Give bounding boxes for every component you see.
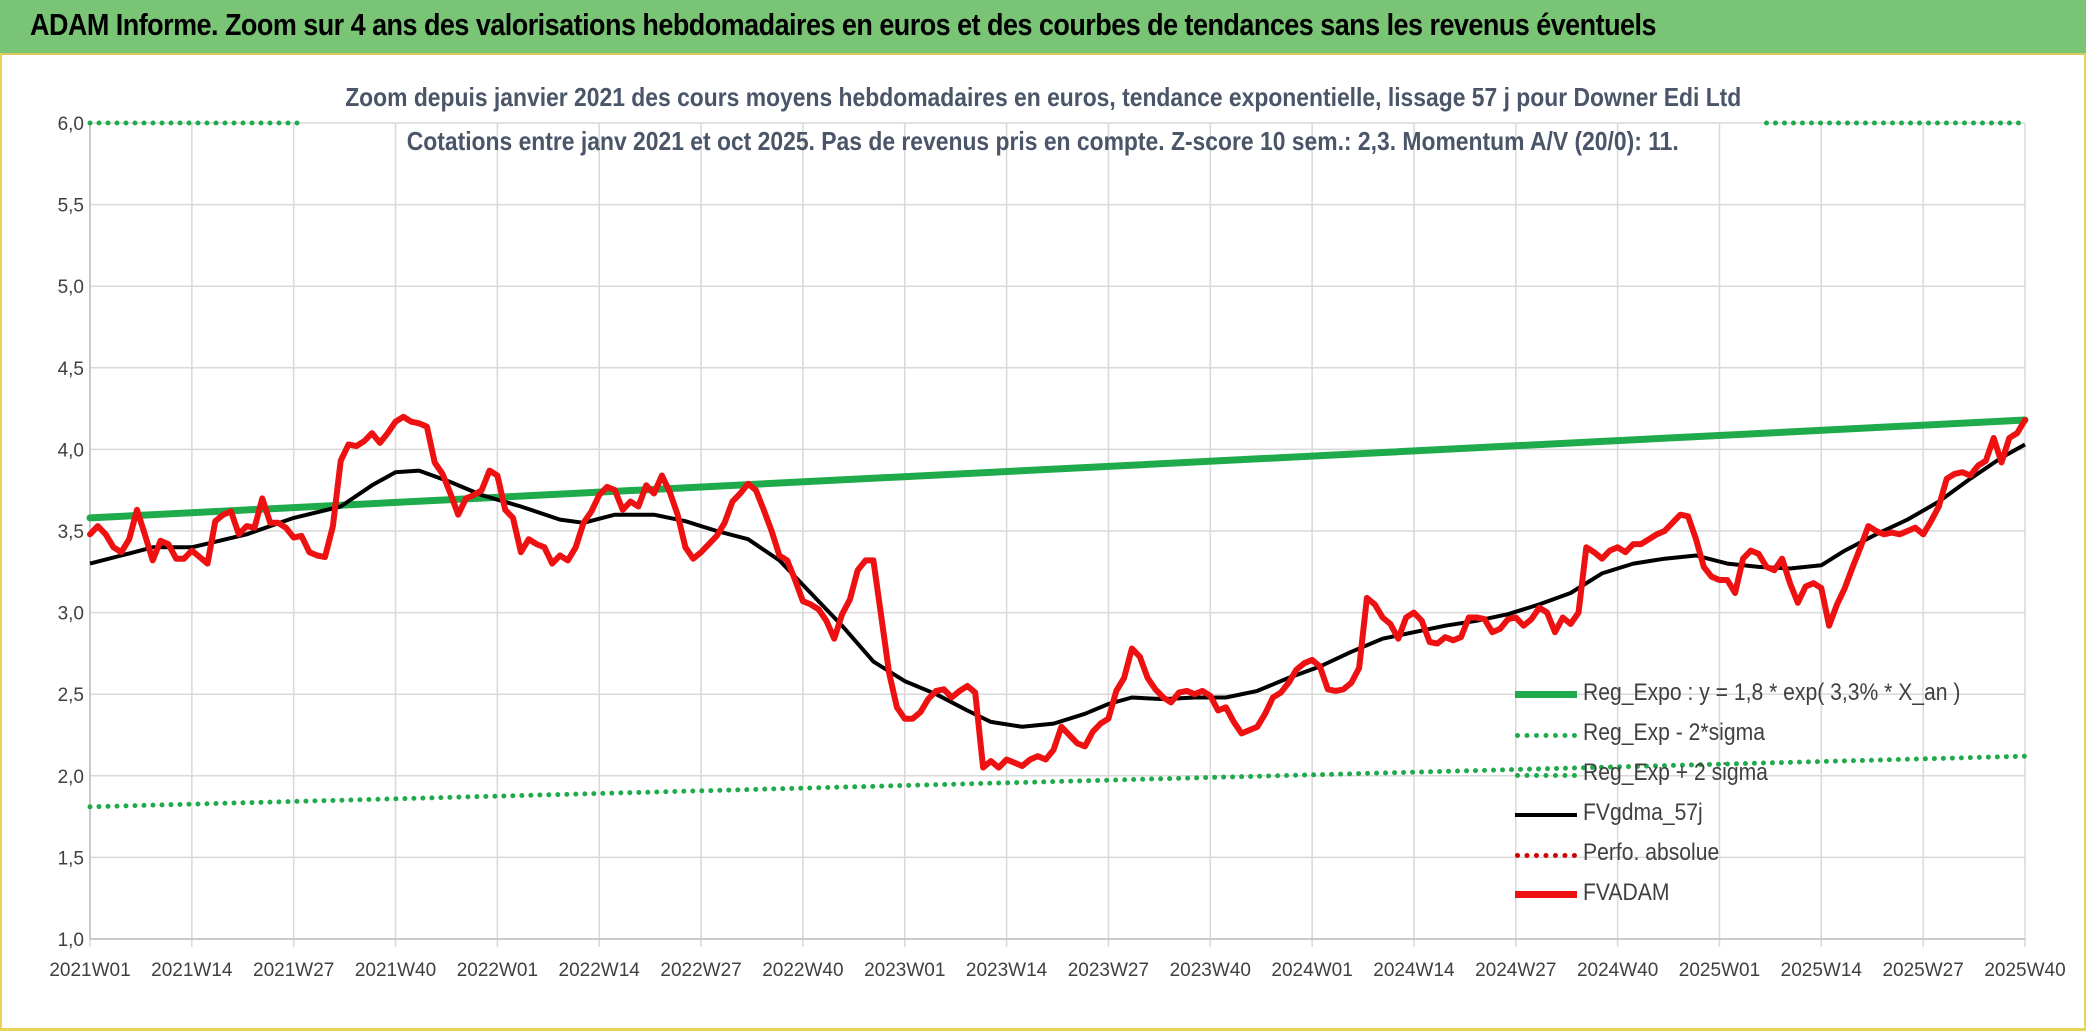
x-tick-label: 2024W27 xyxy=(1475,960,1556,981)
grid xyxy=(89,122,2026,947)
y-tick-label: 1,0 xyxy=(58,930,84,951)
x-tick-label: 2025W40 xyxy=(1984,960,2065,981)
chart-title-line-1: Zoom depuis janvier 2021 des cours moyen… xyxy=(344,82,1742,112)
chart-frame xyxy=(0,53,2086,1031)
x-tick-label: 2022W27 xyxy=(660,960,741,981)
legend-swatch xyxy=(1515,691,1577,698)
legend-label: Reg_Exp - 2*sigma xyxy=(1583,719,1765,746)
y-tick-label: 4,0 xyxy=(58,440,84,461)
x-tick-label: 2025W14 xyxy=(1781,960,1863,981)
page-title: ADAM Informe. Zoom sur 4 ans des valoris… xyxy=(30,7,1656,42)
legend-label: FVADAM xyxy=(1583,879,1670,906)
legend-item: Reg_Exp - 2*sigma xyxy=(1515,715,1995,755)
legend-label: FVgdma_57j xyxy=(1583,799,1703,826)
series xyxy=(86,120,2029,810)
legend-swatch xyxy=(1515,773,1577,778)
legend-item: Reg_Exp + 2 sigma xyxy=(1515,755,1995,795)
x-tick-label: 2024W14 xyxy=(1373,960,1455,981)
x-tick-label: 2023W40 xyxy=(1170,960,1251,981)
y-tick-label: 4,5 xyxy=(58,359,84,380)
x-tick-label: 2022W01 xyxy=(457,960,538,981)
y-tick-label: 1,5 xyxy=(58,848,84,869)
x-tick-label: 2024W40 xyxy=(1577,960,1658,981)
series-reg-exp-2-sigma xyxy=(87,753,2028,810)
legend-label: Reg_Expo : y = 1,8 * exp( 3,3% * X_an ) xyxy=(1583,679,1961,706)
legend-label: Perfo. absolue xyxy=(1583,839,1720,866)
x-tick-label: 2023W27 xyxy=(1068,960,1149,981)
chart-title-line-2: Cotations entre janv 2021 et oct 2025. P… xyxy=(406,126,1680,156)
chart-legend: Reg_Expo : y = 1,8 * exp( 3,3% * X_an ) R… xyxy=(1515,675,1995,915)
x-tick-label: 2022W40 xyxy=(762,960,843,981)
x-tick-label: 2023W01 xyxy=(864,960,945,981)
y-tick-label: 6,0 xyxy=(58,114,84,135)
legend-label: Reg_Exp + 2 sigma xyxy=(1583,759,1768,786)
legend-item: Reg_Expo : y = 1,8 * exp( 3,3% * X_an ) xyxy=(1515,675,1995,715)
x-tick-label: 2021W40 xyxy=(355,960,436,981)
x-tick-label: 2024W01 xyxy=(1271,960,1352,981)
y-tick-label: 2,5 xyxy=(58,685,84,706)
x-tick-label: 2021W01 xyxy=(49,960,130,981)
x-tick-label: 2021W14 xyxy=(151,960,233,981)
legend-swatch xyxy=(1515,813,1577,817)
y-tick-label: 5,0 xyxy=(58,277,84,298)
axes: 1,0 1,5 2,0 2,5 3,0 3,5 4,0 4,5 5,0 5,5 6,0 2021W01… xyxy=(49,114,2065,981)
legend-item: Perfo. absolue xyxy=(1515,835,1995,875)
y-tick-label: 2,0 xyxy=(58,767,84,788)
x-tick-label: 2021W27 xyxy=(253,960,334,981)
y-tick-label: 5,5 xyxy=(58,196,84,217)
series-fvgdma-57j xyxy=(89,442,2026,729)
legend-swatch xyxy=(1515,733,1577,738)
header-bar: ADAM Informe. Zoom sur 4 ans des valoris… xyxy=(0,0,2086,55)
x-tick-label: 2022W14 xyxy=(559,960,641,981)
legend-item: FVgdma_57j xyxy=(1515,795,1995,835)
x-tick-label: 2025W27 xyxy=(1882,960,1963,981)
y-tick-label: 3,5 xyxy=(58,522,84,543)
x-tick-label: 2025W01 xyxy=(1679,960,1760,981)
y-tick-label: 3,0 xyxy=(58,604,84,625)
series-reg-expo-y-1-8-exp-3-3-x-an xyxy=(86,416,2029,522)
legend-item: FVADAM xyxy=(1515,875,1995,915)
legend-swatch xyxy=(1515,853,1577,858)
series-fvadam xyxy=(87,413,2028,771)
x-tick-label: 2023W14 xyxy=(966,960,1048,981)
legend-swatch xyxy=(1515,891,1577,898)
